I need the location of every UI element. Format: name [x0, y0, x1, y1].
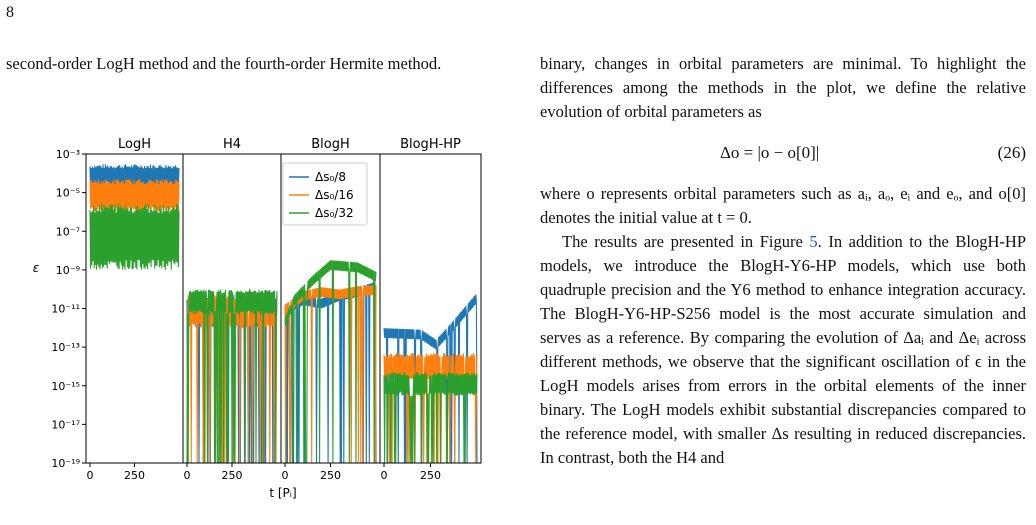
equation-number: (26) — [997, 143, 1026, 162]
paragraph-3-start: The results are presented in Figure — [562, 232, 810, 251]
x-tick-label: 250 — [222, 469, 243, 482]
figure-5-link[interactable]: 5 — [809, 232, 818, 251]
x-tick-label: 0 — [87, 469, 94, 482]
legend-entry: Δs₀/8 — [315, 170, 346, 184]
series-3-blogh-line — [284, 260, 377, 463]
x-tick-label: 0 — [282, 469, 289, 482]
y-tick-label: 10⁻³ — [56, 148, 80, 161]
series-3-blogh-hp-line — [383, 372, 478, 463]
x-tick-label: 250 — [320, 469, 341, 482]
panel-title-blogh: BlogH — [311, 137, 350, 152]
series-1-blogh-hp-line — [383, 294, 478, 463]
panel-title-h4: H4 — [223, 137, 241, 152]
paragraph-3: The results are presented in Figure 5. I… — [540, 230, 1026, 470]
paragraph-1: binary, changes in orbital parameters ar… — [540, 54, 1026, 121]
y-tick-label: 10⁻¹³ — [51, 341, 80, 354]
figure-epsilon-evolution: LogH 0 250 H4 0 250 BlogH 0 250 BlogH-HP 0 250 10⁻³ 1… — [33, 137, 482, 500]
y-tick-label: 10⁻⁹ — [56, 264, 80, 277]
panel-title-blogh-hp: BlogH-HP — [400, 137, 461, 152]
x-tick-label: 0 — [381, 469, 388, 482]
x-axis-label: t [Pᵢ] — [269, 486, 296, 500]
left-column-text: second-order LogH method and the fourth-… — [6, 54, 442, 73]
series-2-logh-line — [89, 179, 180, 212]
legend-entry: Δs₀/32 — [315, 206, 354, 220]
y-tick-label: 10⁻¹⁹ — [51, 457, 80, 470]
series-2-blogh-line — [284, 285, 377, 463]
right-column: binary, changes in orbital parameters ar… — [540, 52, 1026, 470]
panel-title-logh: LogH — [118, 137, 151, 152]
x-tick-label: 250 — [420, 469, 441, 482]
legend-entry: Δs₀/16 — [315, 188, 354, 202]
x-tick-label: 250 — [124, 469, 145, 482]
y-tick-label: 10⁻¹⁷ — [51, 418, 80, 431]
equation-26: Δo = |o − o[0]| (26) — [540, 124, 1026, 182]
page-number: 8 — [6, 4, 14, 21]
y-axis-label: ε — [33, 261, 40, 275]
paragraph-3-rest: . In addition to the BlogH-HP models, we… — [540, 232, 1026, 467]
equation-body: Δo = |o − o[0]| — [720, 143, 820, 162]
y-tick-label: 10⁻⁷ — [56, 225, 80, 238]
y-tick-label: 10⁻¹⁵ — [51, 380, 80, 393]
y-tick-label: 10⁻⁵ — [56, 187, 80, 200]
series-1-blogh-line — [284, 282, 377, 463]
series-3-logh-line — [89, 203, 180, 270]
legend-box — [282, 162, 368, 226]
x-tick-label: 0 — [184, 469, 191, 482]
paragraph-2: where o represents orbital parameters su… — [540, 184, 1026, 227]
y-tick-label: 10⁻¹¹ — [51, 303, 80, 316]
series-3-h4-line — [186, 289, 278, 463]
